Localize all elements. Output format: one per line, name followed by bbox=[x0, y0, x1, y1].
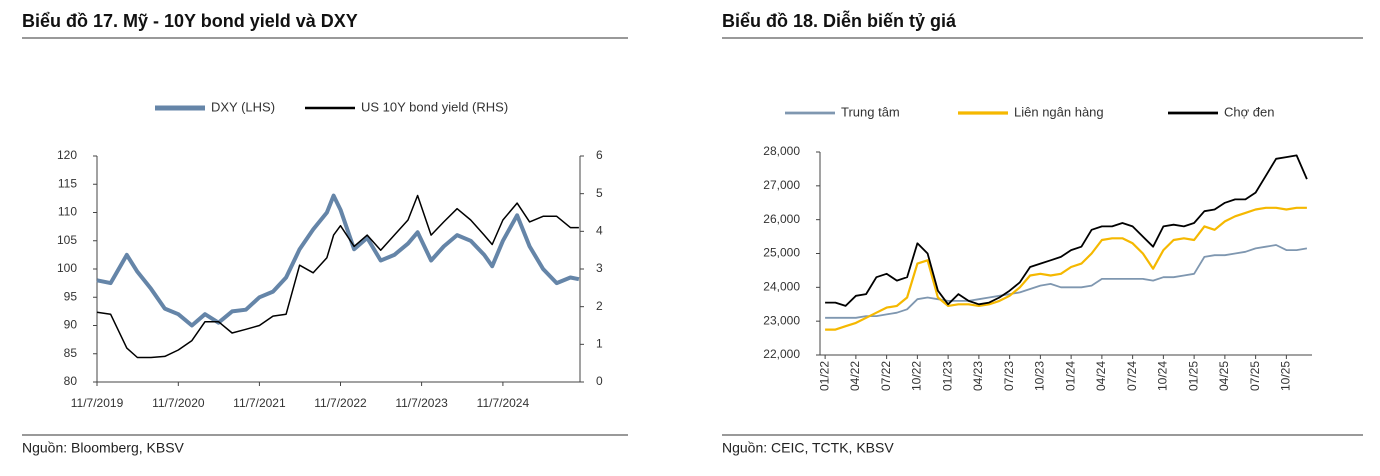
legend-label: Chợ đen bbox=[1224, 104, 1274, 119]
y2-tick-label: 0 bbox=[596, 374, 603, 388]
y2-tick-label: 2 bbox=[596, 299, 603, 313]
x-tick-label: 07/24 bbox=[1125, 361, 1139, 391]
y2-tick-label: 3 bbox=[596, 261, 603, 275]
y-tick-label: 26,000 bbox=[763, 212, 800, 226]
x-tick-label: 11/7/2019 bbox=[71, 396, 124, 410]
x-tick-label: 01/24 bbox=[1063, 361, 1077, 391]
x-tick-label: 07/22 bbox=[879, 361, 893, 391]
x-tick-label: 04/23 bbox=[971, 361, 985, 391]
y-tick-label: 25,000 bbox=[763, 246, 800, 260]
source: Nguồn: Bloomberg, KBSV bbox=[22, 440, 185, 456]
y-tick-label: 23,000 bbox=[763, 313, 800, 327]
x-tick-label: 04/22 bbox=[848, 361, 862, 391]
x-tick-label: 01/23 bbox=[940, 361, 954, 391]
source: Nguồn: CEIC, TCTK, KBSV bbox=[722, 440, 894, 456]
y-tick-label: 85 bbox=[64, 346, 78, 360]
y-tick-label: 22,000 bbox=[763, 347, 800, 361]
legend-label: DXY (LHS) bbox=[211, 99, 275, 114]
x-tick-label: 01/25 bbox=[1186, 361, 1200, 391]
series-line bbox=[96, 193, 580, 328]
x-tick-label: 07/25 bbox=[1248, 361, 1262, 391]
y-tick-label: 28,000 bbox=[763, 144, 800, 158]
x-tick-label: 10/25 bbox=[1279, 361, 1293, 391]
chart-title: Biểu đồ 18. Diễn biến tỷ giá bbox=[722, 10, 957, 31]
x-tick-label: 11/7/2022 bbox=[314, 396, 367, 410]
y-tick-label: 105 bbox=[57, 233, 77, 247]
legend-label: Trung tâm bbox=[841, 104, 900, 119]
x-tick-label: 10/23 bbox=[1033, 361, 1047, 391]
series-line bbox=[825, 244, 1308, 319]
legend-label: US 10Y bond yield (RHS) bbox=[361, 99, 508, 114]
x-tick-label: 11/7/2023 bbox=[395, 396, 448, 410]
y-tick-label: 100 bbox=[57, 261, 77, 275]
y-tick-label: 24,000 bbox=[763, 280, 800, 294]
x-tick-label: 10/22 bbox=[910, 361, 924, 391]
y-tick-label: 90 bbox=[64, 318, 78, 332]
y-tick-label: 110 bbox=[58, 205, 77, 219]
series-line bbox=[96, 194, 579, 359]
y-tick-label: 120 bbox=[57, 148, 77, 162]
x-tick-label: 11/7/2021 bbox=[233, 396, 286, 410]
series-line bbox=[825, 206, 1307, 331]
y-tick-label: 27,000 bbox=[763, 178, 800, 192]
chart-title: Biểu đồ 17. Mỹ - 10Y bond yield và DXY bbox=[22, 11, 358, 31]
x-tick-label: 11/7/2020 bbox=[152, 396, 205, 410]
x-tick-label: 11/7/2024 bbox=[477, 396, 530, 410]
y-tick-label: 115 bbox=[58, 176, 77, 190]
series-line bbox=[825, 154, 1308, 307]
x-tick-label: 04/24 bbox=[1094, 361, 1108, 391]
x-tick-label: 01/22 bbox=[817, 361, 831, 391]
y2-tick-label: 5 bbox=[596, 186, 603, 200]
y2-tick-label: 1 bbox=[596, 337, 603, 351]
y2-tick-label: 6 bbox=[596, 148, 603, 162]
legend-label: Liên ngân hàng bbox=[1014, 104, 1104, 119]
x-tick-label: 10/24 bbox=[1156, 361, 1170, 391]
x-tick-label: 07/23 bbox=[1002, 361, 1016, 391]
y-tick-label: 95 bbox=[64, 289, 78, 303]
y2-tick-label: 4 bbox=[596, 224, 603, 238]
x-tick-label: 04/25 bbox=[1217, 361, 1231, 391]
y-tick-label: 80 bbox=[64, 374, 78, 388]
